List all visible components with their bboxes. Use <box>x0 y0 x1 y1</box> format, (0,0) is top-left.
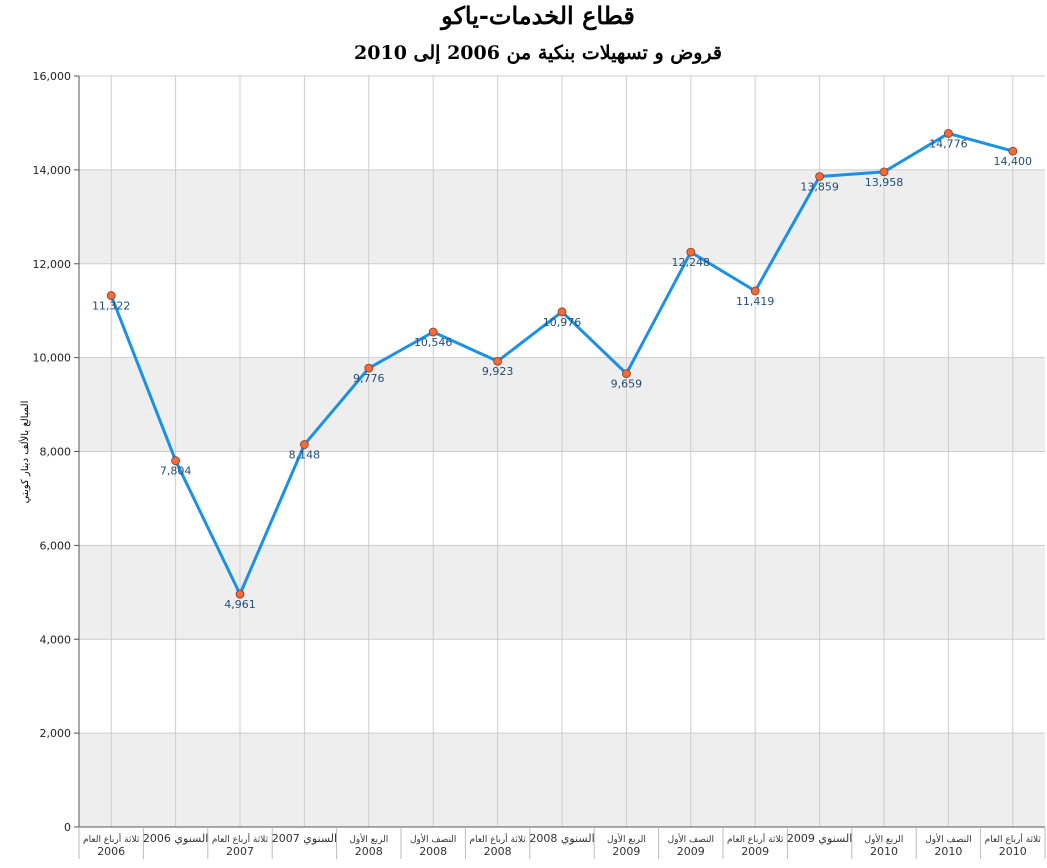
data-point <box>879 167 889 177</box>
data-label: 10,976 <box>543 316 582 329</box>
x-tick-label-year: 2009 <box>612 845 640 858</box>
y-tick-label: 0 <box>64 821 71 834</box>
x-tick-label: السنوي 2008 <box>529 832 594 845</box>
data-point <box>235 589 245 599</box>
y-tick-label: 14,000 <box>33 164 72 177</box>
y-axis-label: المبالغ بالألف دينار كويتي <box>18 401 31 504</box>
data-label: 11,419 <box>736 295 775 308</box>
x-tick-label: السنوي 2006 <box>143 832 208 845</box>
data-point <box>1008 146 1018 156</box>
x-tick-label-year: 2008 <box>355 845 383 858</box>
x-tick-label-year: 2010 <box>934 845 962 858</box>
x-tick-label-year: 2008 <box>419 845 447 858</box>
y-tick-label: 10,000 <box>33 352 72 365</box>
chart-title: قطاع الخدمات-ياكو <box>439 1 635 31</box>
data-label: 13,958 <box>865 176 904 189</box>
x-tick-label: ثلاثة أرباع العام <box>727 833 784 845</box>
gridlines <box>78 75 1045 828</box>
data-label: 14,776 <box>929 137 968 150</box>
data-label: 4,961 <box>224 598 256 611</box>
x-tick-label: ثلاثة أرباع العام <box>985 833 1042 845</box>
data-label: 14,400 <box>994 155 1033 168</box>
data-point <box>750 286 760 296</box>
x-tick-label-year: 2010 <box>870 845 898 858</box>
x-tick-label: الربع الأول <box>349 833 388 845</box>
data-point <box>493 356 503 366</box>
data-label: 9,776 <box>353 372 385 385</box>
x-tick-label: ثلاثة أرباع العام <box>212 833 269 845</box>
x-tick-label: ثلاثة أرباع العام <box>469 833 526 845</box>
data-point <box>299 440 309 449</box>
data-point <box>364 363 374 373</box>
data-label: 13,859 <box>800 180 839 193</box>
y-tick-label: 12,000 <box>33 258 72 271</box>
x-tick-label-year: 2009 <box>741 845 769 858</box>
x-tick-label: السنوي 2009 <box>787 832 852 845</box>
data-point <box>171 456 181 466</box>
data-label: 9,659 <box>611 378 643 391</box>
data-label: 8,148 <box>289 449 321 462</box>
y-tick-label: 4,000 <box>40 633 72 646</box>
data-label: 11,322 <box>92 300 131 313</box>
x-tick-label-year: 2006 <box>97 845 125 858</box>
data-label: 9,923 <box>482 365 514 378</box>
y-tick-label: 2,000 <box>40 727 72 740</box>
x-tick-label: الربع الأول <box>865 833 904 845</box>
y-tick-label: 6,000 <box>40 539 72 552</box>
x-tick-label-year: 2008 <box>484 845 512 858</box>
x-tick-label: الربع الأول <box>607 833 646 845</box>
data-label: 12,248 <box>672 256 711 269</box>
x-tick-label: النصف الأول <box>925 833 971 845</box>
x-tick-label: النصف الأول <box>668 833 714 845</box>
data-point <box>944 129 953 138</box>
data-point <box>557 307 567 317</box>
data-point <box>815 172 824 181</box>
data-label: 10,546 <box>414 336 453 349</box>
chart-subtitle: قروض و تسهيلات بنكية من 2006 إلى 2010 <box>354 42 722 65</box>
x-tick-label: السنوي 2007 <box>272 832 337 845</box>
data-label: 7,804 <box>160 465 192 478</box>
x-tick-label-year: 2007 <box>226 845 254 858</box>
x-tick-label: النصف الأول <box>410 833 456 845</box>
data-point <box>686 247 696 257</box>
data-point <box>622 369 631 379</box>
series-line-group: 11,322 7,804 4,961 8,148 9,776 10,546 9,923 10,… <box>92 129 1032 611</box>
x-tick-label-year: 2010 <box>999 845 1027 858</box>
x-tick-label-year: 2009 <box>677 845 705 858</box>
data-point <box>428 327 438 337</box>
y-tick-label: 8,000 <box>40 446 72 459</box>
x-tick-label: ثلاثة أرباع العام <box>83 833 140 845</box>
y-tick-label: 16,000 <box>33 70 72 83</box>
y-axis-ticks: 0 2,000 4,000 6,000 8,000 10,000 12,000 14,000 1… <box>33 70 79 834</box>
data-point <box>106 291 116 300</box>
